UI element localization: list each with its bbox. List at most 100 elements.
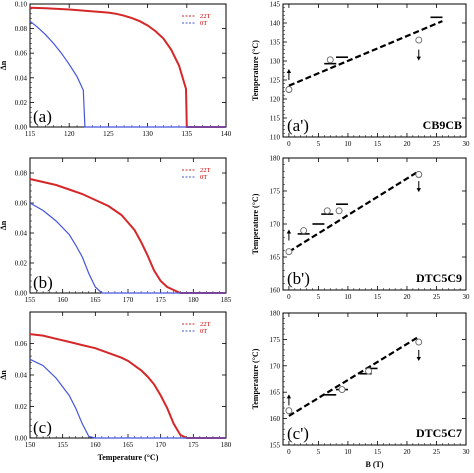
legend-label: 0T (200, 328, 207, 335)
data-point (326, 56, 334, 64)
compound-name: DTC5C7 (416, 426, 462, 440)
y-tick-label: 180 (270, 310, 281, 318)
fit-line (288, 20, 443, 87)
x-tick-label: 25 (433, 293, 441, 301)
x-tick-label: 185 (221, 296, 232, 304)
arrow-head (416, 356, 421, 361)
series-22T-line (29, 178, 226, 294)
data-point (415, 338, 423, 346)
x-tick-label: 15 (374, 140, 382, 148)
panel-label: (c') (287, 424, 309, 443)
y-tick-label: 0.10 (15, 1, 28, 9)
x-tick-label: 10 (344, 448, 352, 456)
x-tick-label: 140 (221, 130, 232, 138)
x-tick-label: 120 (64, 130, 75, 138)
chart-panel-a2: 0 5 10 15 20 25 30 110 115 120 125 130 135 140 145 Temp… (251, 1, 470, 149)
plot-frame (282, 312, 467, 446)
x-tick-label: 155 (25, 296, 36, 304)
arrow-head (286, 229, 292, 234)
y-tick-label: 165 (270, 389, 281, 397)
y-tick-label: 0.06 (15, 340, 28, 348)
x-tick-label: 0 (287, 448, 291, 456)
x-tick-label: 135 (182, 130, 193, 138)
arrow-head (286, 69, 292, 73)
x-tick-label: 5 (317, 140, 321, 148)
y-tick-label: 130 (270, 58, 281, 66)
x-tick-label: 170 (155, 441, 166, 449)
fit-line (288, 170, 420, 253)
y-tick-label: 120 (270, 96, 281, 104)
y-tick-label: 0.02 (15, 99, 28, 107)
x-tick-label: 170 (123, 296, 134, 304)
y-tick-label: 155 (270, 442, 281, 450)
y-axis-label: Temperature (°C) (251, 40, 260, 101)
chart-panel-b2: 0 5 10 15 20 25 30 160 165 170 175 180 Temperature (… (251, 155, 470, 302)
legend-label: 22T (200, 13, 211, 20)
legend-label: 0T (200, 174, 207, 181)
y-tick-label: 0.08 (15, 170, 28, 178)
y-axis-label: Δn (0, 370, 8, 380)
data-point (335, 207, 343, 215)
y-tick-label: 110 (270, 134, 281, 142)
data-point (285, 248, 293, 256)
x-tick-label: 175 (188, 441, 199, 449)
compound-name: DTC5C9 (416, 271, 462, 285)
legend-label: 22T (200, 321, 211, 328)
y-tick-label: 145 (270, 1, 281, 9)
y-tick-label: 125 (270, 77, 281, 85)
y-tick-label: 115 (270, 115, 281, 123)
y-tick-label: 0.00 (15, 435, 28, 443)
y-axis-label: Δn (0, 220, 8, 230)
x-tick-label: 25 (433, 448, 441, 456)
y-tick-label: 170 (270, 221, 281, 229)
y-tick-label: 0.06 (15, 200, 28, 208)
legend-label: 22T (200, 167, 211, 174)
series-0T-line (29, 20, 226, 128)
y-tick-label: 0.00 (15, 290, 28, 298)
y-tick-label: 0.00 (15, 124, 28, 132)
x-tick-label: 160 (57, 296, 68, 304)
x-tick-label: 130 (142, 130, 153, 138)
panel-label: (b') (287, 269, 310, 288)
plot-frame (29, 311, 227, 439)
plot-frame (29, 157, 227, 294)
y-tick-label: 175 (270, 336, 281, 344)
compound-name: CB9CB (423, 118, 462, 132)
x-axis-label: B (T) (366, 460, 384, 469)
x-tick-label: 5 (317, 448, 321, 456)
y-tick-label: 180 (270, 155, 281, 163)
x-tick-label: 180 (221, 441, 232, 449)
series-22T-line (29, 333, 226, 439)
plot-frame (29, 3, 227, 128)
x-axis-label: Temperature (°C) (98, 453, 159, 462)
x-tick-label: 15 (374, 448, 382, 456)
panel-label: (b) (33, 273, 53, 292)
x-tick-label: 155 (57, 441, 68, 449)
y-axis-label: Temperature (°C) (251, 193, 260, 254)
x-tick-label: 10 (344, 140, 352, 148)
y-tick-label: 0.04 (15, 230, 28, 238)
y-tick-label: 135 (270, 39, 281, 47)
data-point (285, 407, 293, 415)
x-tick-label: 20 (403, 293, 411, 301)
series-0T-line (29, 202, 226, 294)
x-tick-label: 20 (403, 140, 411, 148)
x-tick-label: 10 (344, 293, 352, 301)
data-point (415, 36, 423, 44)
data-point (415, 171, 423, 178)
arrow-head (286, 394, 292, 399)
panel-label: (a') (287, 116, 309, 135)
data-point (285, 86, 293, 93)
y-tick-label: 140 (270, 20, 281, 28)
y-axis-label: Δn (0, 60, 8, 70)
plot-frame (282, 3, 467, 138)
x-tick-label: 175 (155, 296, 166, 304)
y-tick-label: 0.02 (15, 260, 28, 268)
y-tick-label: 0.08 (15, 25, 28, 33)
y-axis-label: Temperature (°C) (251, 348, 260, 409)
x-tick-label: 125 (103, 130, 114, 138)
data-point (323, 207, 331, 215)
y-tick-label: 0.04 (15, 74, 28, 82)
y-tick-label: 160 (270, 287, 281, 295)
y-tick-label: 0.04 (15, 372, 28, 380)
